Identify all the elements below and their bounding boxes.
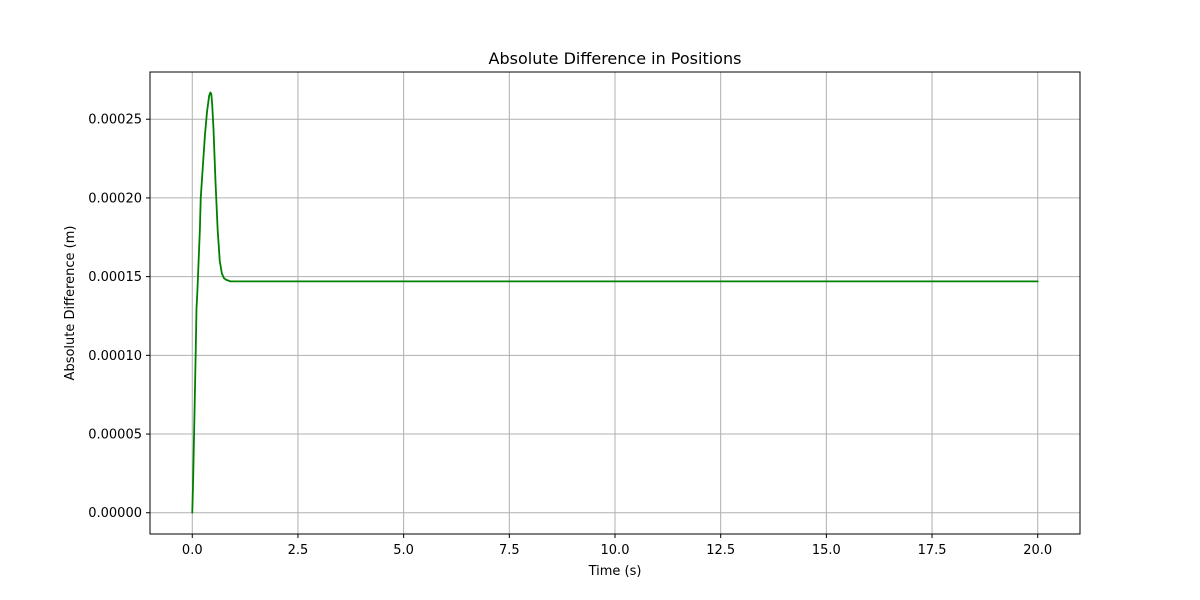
grid-lines xyxy=(150,72,1080,534)
x-tick-label: 0.0 xyxy=(182,543,203,558)
series-line-0 xyxy=(191,91,1039,514)
chart-title: Absolute Difference in Positions xyxy=(489,49,742,68)
y-axis-ticks: 0.00000 0.00005 0.00010 0.00015 0.00020 0.000… xyxy=(88,113,150,521)
y-tick-label: 0.00020 xyxy=(88,191,142,206)
x-tick-label: 10.0 xyxy=(601,543,630,558)
series-layer xyxy=(191,91,1039,514)
x-tick-label: 5.0 xyxy=(393,543,414,558)
x-tick-label: 17.5 xyxy=(918,543,947,558)
y-tick-label: 0.00025 xyxy=(88,113,142,128)
x-tick-label: 12.5 xyxy=(706,543,735,558)
x-tick-label: 15.0 xyxy=(812,543,841,558)
y-tick-label: 0.00015 xyxy=(88,270,142,285)
x-axis-ticks: 0.0 2.5 5.0 7.5 10.0 12.5 15.0 17.5 20.0 xyxy=(182,534,1052,558)
x-tick-label: 20.0 xyxy=(1023,543,1052,558)
y-axis-label: Absolute Difference (m) xyxy=(63,226,78,381)
y-tick-label: 0.00010 xyxy=(88,349,142,364)
x-tick-label: 7.5 xyxy=(499,543,520,558)
y-tick-label: 0.00000 xyxy=(88,506,142,521)
y-tick-label: 0.00005 xyxy=(88,428,142,443)
x-axis-label: Time (s) xyxy=(588,564,642,579)
x-tick-label: 2.5 xyxy=(288,543,309,558)
